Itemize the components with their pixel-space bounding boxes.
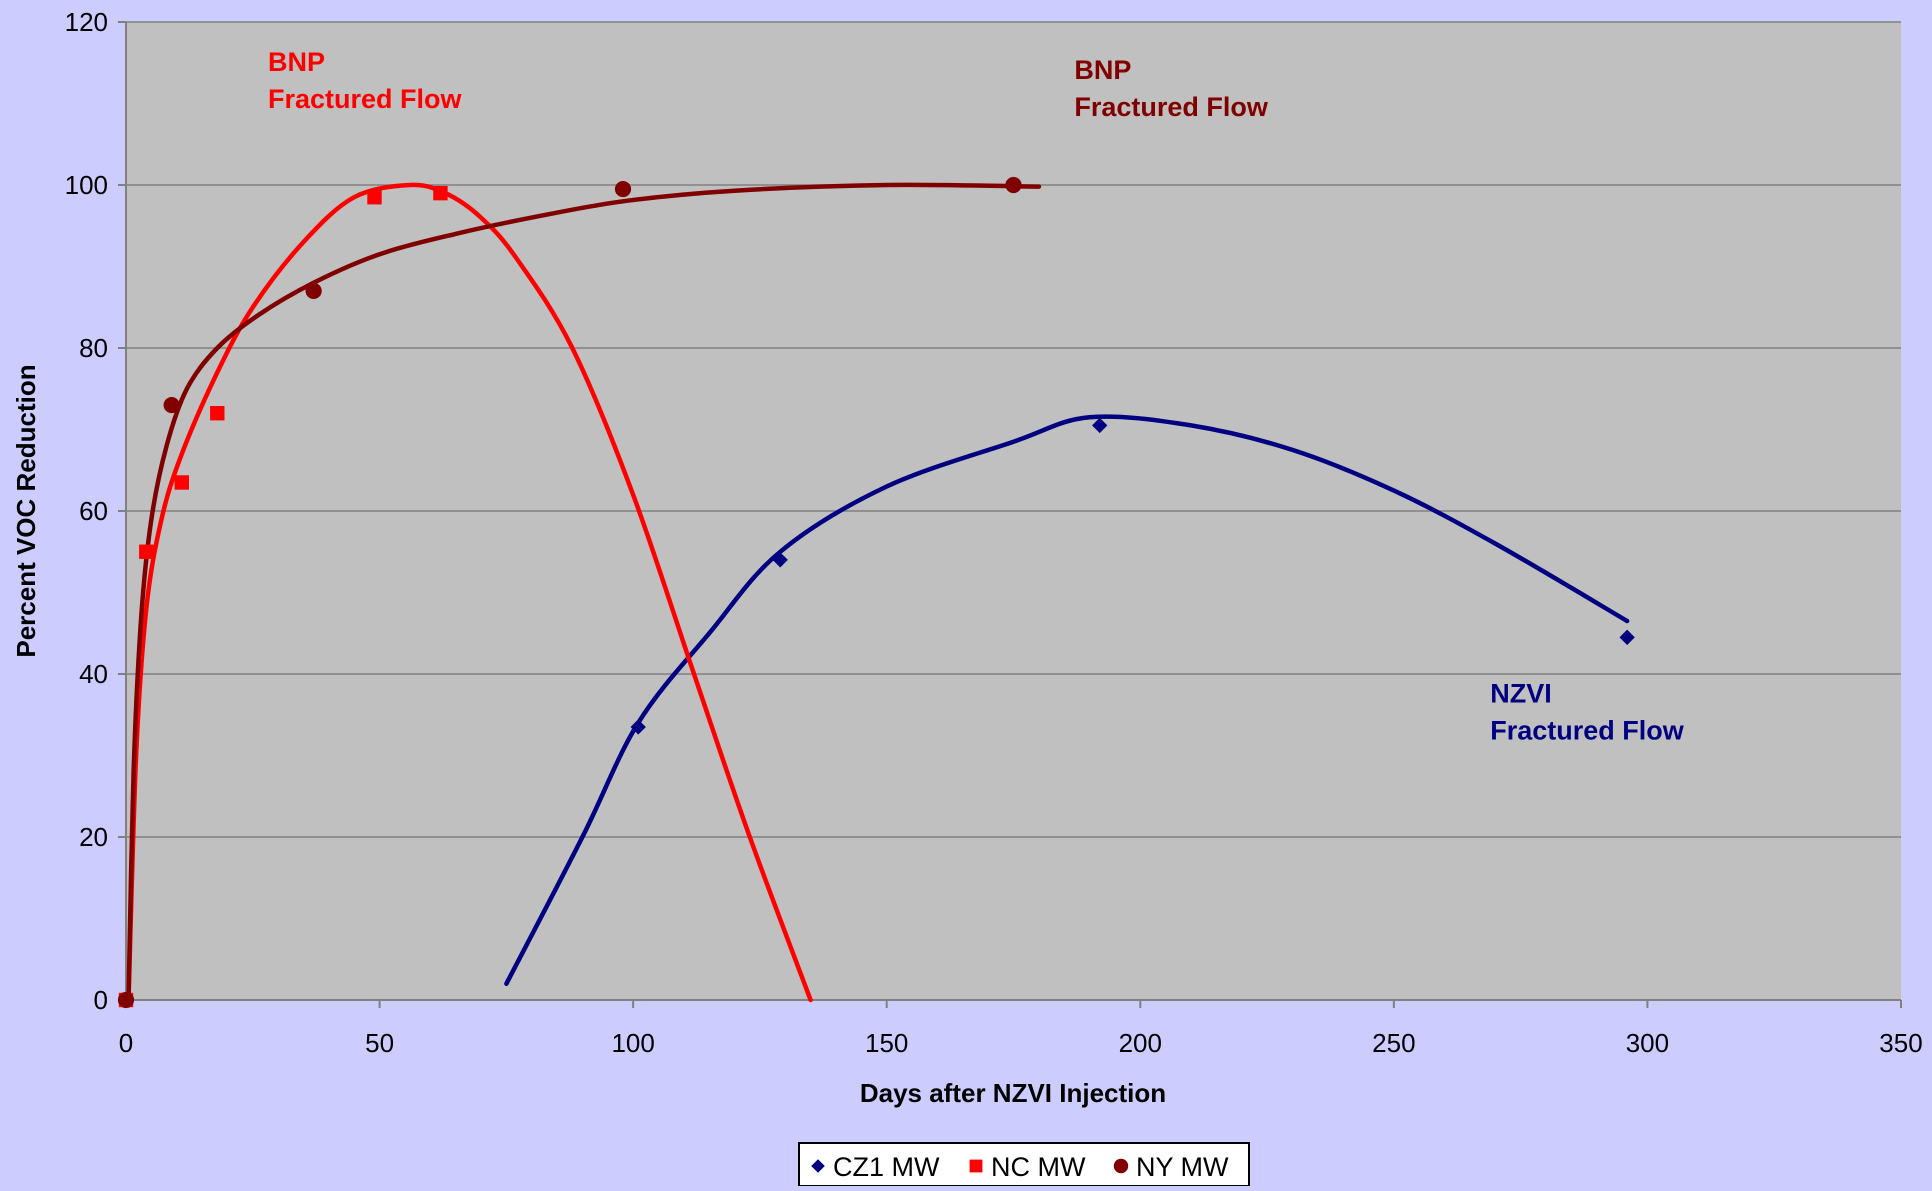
diamond-marker <box>811 1159 825 1173</box>
y-tick-label: 120 <box>65 7 108 37</box>
x-tick-label: 150 <box>865 1028 908 1058</box>
y-tick-label: 100 <box>65 170 108 200</box>
circle-marker <box>1113 1158 1129 1174</box>
legend-label: CZ1 MW <box>833 1152 940 1182</box>
x-axis-label: Days after NZVI Injection <box>860 1078 1166 1108</box>
legend-label: NY MW <box>1136 1152 1229 1182</box>
diamond-marker <box>1092 417 1108 434</box>
y-tick-label: 40 <box>79 659 108 689</box>
diamond-marker <box>1619 629 1635 645</box>
data-points <box>117 176 1635 1009</box>
x-ticks: 0 50 100 150 200 250 300 350 <box>119 1000 1923 1058</box>
trend-line <box>504 414 1630 986</box>
circle-marker <box>163 396 180 414</box>
gridlines <box>126 21 1901 838</box>
square-marker <box>433 185 448 201</box>
y-tick-label: 20 <box>79 822 108 852</box>
circle-marker <box>117 991 135 1009</box>
y-tick-label: 0 <box>94 985 108 1015</box>
x-tick-label: 350 <box>1879 1028 1922 1058</box>
square-marker <box>139 544 154 559</box>
y-axis-label: Percent VOC Reduction <box>11 364 41 657</box>
annotation-line: Fractured Flow <box>1490 716 1685 746</box>
x-tick-label: 100 <box>611 1028 654 1058</box>
square-marker <box>174 475 189 490</box>
x-tick-label: 50 <box>365 1028 394 1058</box>
legend-box <box>798 1142 1250 1187</box>
legend: CZ1 MW NC MW NY MW <box>798 1142 1250 1187</box>
y-ticks: 0 20 40 60 80 100 120 <box>65 7 126 1015</box>
circle-marker <box>305 282 322 300</box>
annotations: BNP Fractured Flow BNP Fractured Flow NZVI Fr… <box>268 47 1685 746</box>
x-tick-label: 250 <box>1372 1028 1415 1058</box>
annotation-line: NZVI <box>1490 679 1552 709</box>
x-tick-label: 0 <box>119 1028 133 1058</box>
annotation-line: BNP <box>1074 55 1131 85</box>
trend-line <box>126 182 1042 1003</box>
square-marker <box>969 1159 983 1173</box>
square-marker <box>367 190 382 205</box>
legend-label: NC MW <box>991 1152 1086 1182</box>
circle-marker <box>1005 176 1022 194</box>
trend-curves <box>126 182 1630 1003</box>
diamond-marker <box>772 552 788 568</box>
y-tick-label: 60 <box>79 496 108 526</box>
square-marker <box>210 406 225 421</box>
circle-marker <box>614 180 632 198</box>
x-tick-label: 300 <box>1626 1028 1669 1058</box>
diamond-marker <box>630 719 646 735</box>
trend-line <box>126 182 813 1003</box>
annotation-line: Fractured Flow <box>268 84 463 114</box>
annotation-line: BNP <box>268 47 325 77</box>
y-tick-label: 80 <box>79 333 108 363</box>
annotation-line: Fractured Flow <box>1074 92 1269 122</box>
x-tick-label: 200 <box>1119 1028 1162 1058</box>
